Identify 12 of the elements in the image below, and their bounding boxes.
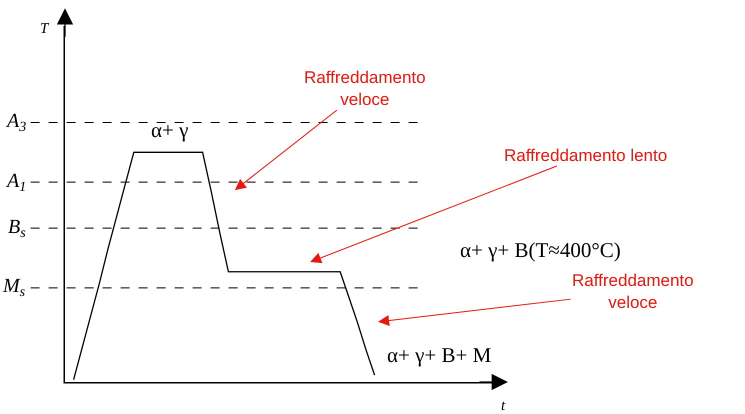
- annotation: Raffreddamento veloce: [304, 68, 426, 110]
- ref-line-label: A$_{1}$: [5, 170, 26, 196]
- text: Raffreddamento veloce: [572, 271, 694, 312]
- x-axis-title: t: [501, 398, 506, 414]
- annotation: α+ γ: [151, 118, 188, 142]
- text: Raffreddamento lento: [504, 146, 668, 165]
- annotation: α+ γ+ B+ M: [387, 343, 492, 367]
- ref-line-label: A$_{3}$: [5, 110, 26, 136]
- annotation: α+ γ+ B(T≈400°C): [460, 238, 621, 262]
- ref-line-label: M$_{s}$: [2, 275, 26, 300]
- ref-line-label: B$_{s}$: [8, 216, 26, 242]
- y-axis-title: T: [40, 21, 50, 37]
